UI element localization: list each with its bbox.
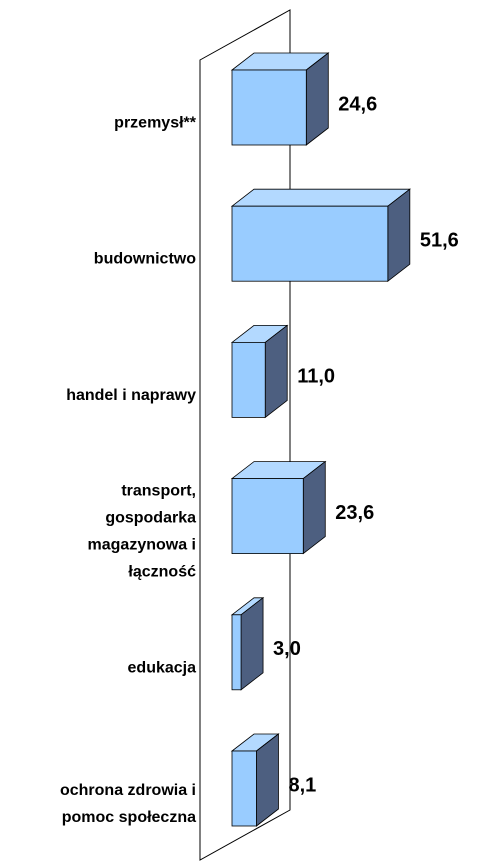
- category-label: edukacja: [128, 660, 197, 677]
- value-label: 3,0: [273, 638, 301, 660]
- bar: [230, 733, 280, 827]
- category-line: edukacja: [128, 660, 197, 677]
- category-label: przemysł**: [114, 115, 197, 132]
- bar: [230, 596, 265, 691]
- value-label: 23,6: [335, 502, 374, 524]
- bar-front: [231, 69, 307, 146]
- category-line: handel i naprawy: [66, 387, 196, 404]
- category-line: transport,: [121, 483, 196, 500]
- category-line: pomoc społeczna: [62, 809, 196, 826]
- category-line: przemysł**: [114, 115, 197, 132]
- bar-front: [231, 205, 389, 282]
- category-line: ochrona zdrowia i: [60, 782, 196, 799]
- category-line: magazynowa i: [88, 537, 196, 554]
- bar-top: [230, 188, 412, 207]
- bar: [230, 460, 327, 555]
- category-line: gospodarka: [105, 510, 196, 527]
- category-line: budownictwo: [94, 251, 196, 268]
- bar-front: [231, 614, 242, 691]
- value-label: 24,6: [338, 93, 377, 115]
- value-label: 11,0: [297, 366, 335, 388]
- bar-front: [231, 478, 304, 555]
- bar-front: [231, 341, 266, 418]
- value-label: 51,6: [420, 229, 459, 251]
- category-label: budownictwo: [94, 251, 196, 268]
- value-label: 8,1: [288, 774, 316, 796]
- bar: [230, 52, 330, 146]
- bar: [230, 188, 412, 283]
- category-line: łączność: [128, 564, 196, 581]
- category-label: transport, gospodarka magazynowa i łączność: [88, 483, 197, 581]
- category-label: handel i naprawy: [66, 387, 196, 404]
- bar-front: [231, 750, 257, 827]
- category-label: ochrona zdrowia i pomoc społeczna: [60, 782, 196, 826]
- bar: [230, 324, 289, 419]
